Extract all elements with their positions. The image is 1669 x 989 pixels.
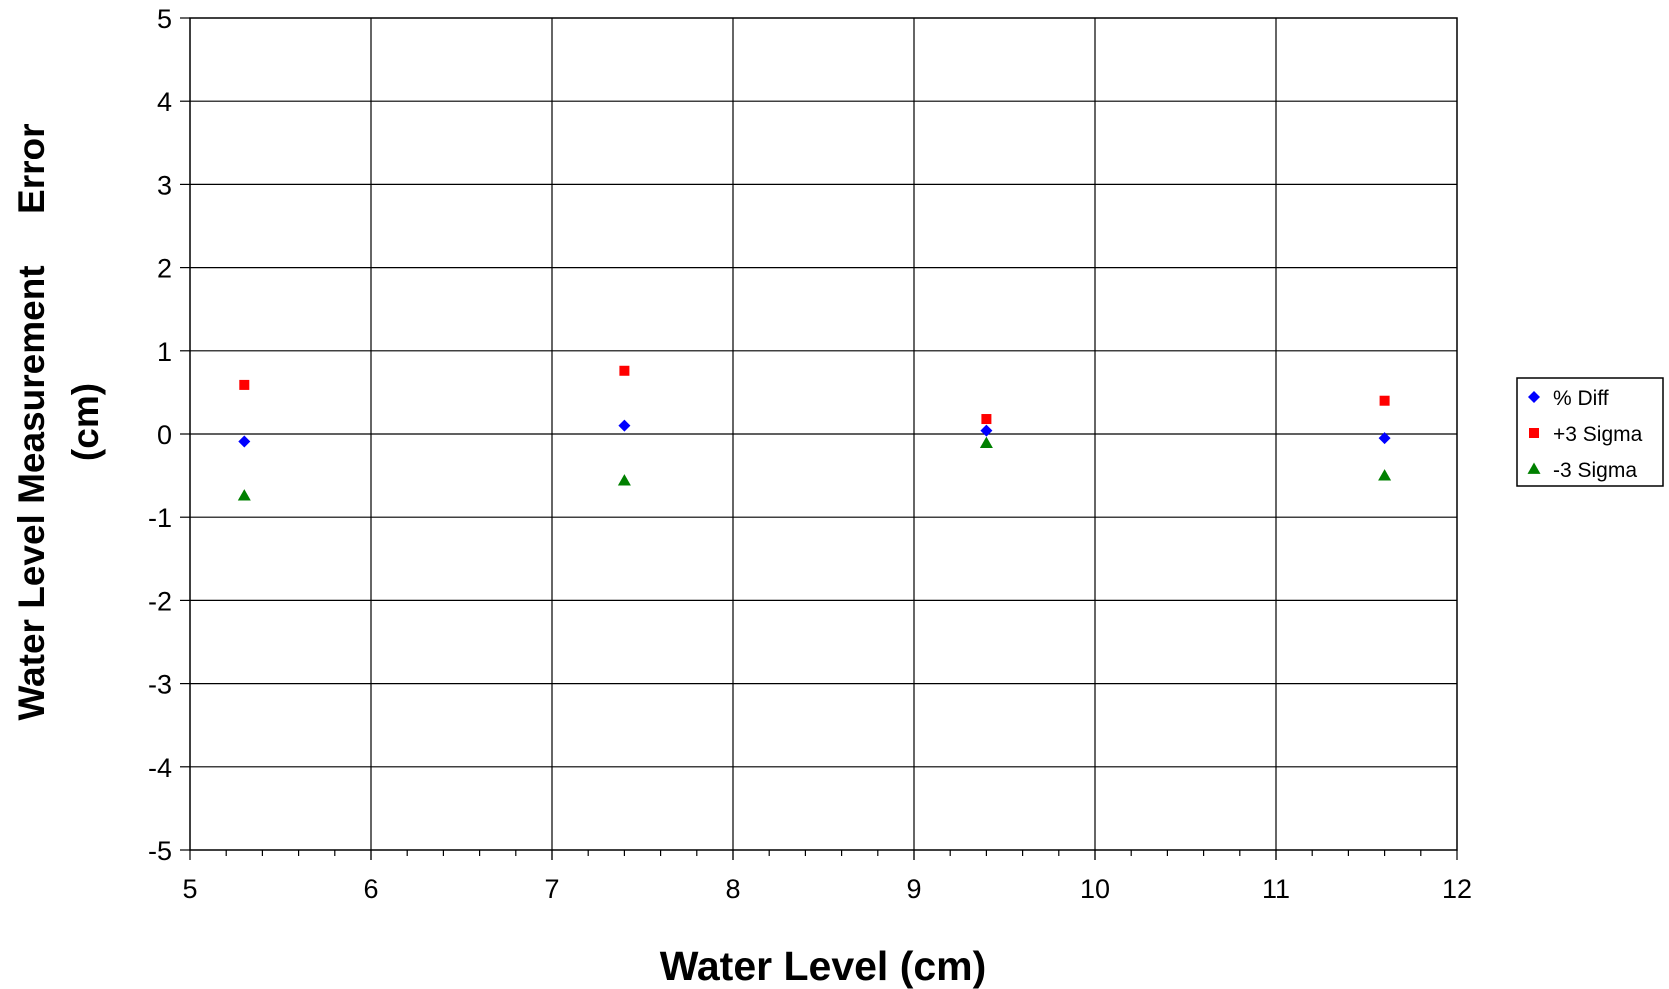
y-tick-label: 2 [157,254,172,284]
y-tick-label: 1 [157,337,172,367]
x-tick-label: 6 [363,874,378,904]
x-axis-title: Water Level (cm) [660,943,987,989]
data-point-triangle [1378,469,1392,481]
y-tick-label: 0 [157,420,172,450]
y-tick-label: 5 [157,4,172,34]
x-tick-label: 7 [544,874,559,904]
x-tick-label: 8 [725,874,740,904]
data-point-square [981,414,992,425]
legend: % Diff +3 Sigma -3 Sigma [1516,377,1664,487]
data-point-square [239,379,250,390]
data-point-diamond [618,419,631,432]
data-point-square [619,365,630,376]
data-point-diamond [1378,432,1391,445]
y-tick-labels: 5 4 3 2 1 0 -1 -2 -3 -4 -5 [148,4,172,866]
data-points [237,365,1392,501]
legend-label: -3 Sigma [1553,459,1637,482]
x-axis-ticks [180,17,1458,860]
data-point-triangle [617,474,631,486]
y-tick-label: -1 [148,503,172,533]
x-tick-label: 10 [1080,874,1110,904]
grid-lines [190,18,1457,850]
legend-box [1516,377,1664,487]
y-axis-title-line2: (cm) [65,383,106,461]
data-point-square [1379,395,1390,406]
data-point-triangle [979,436,993,449]
y-tick-label: -2 [148,586,172,616]
x-tick-labels: 5 6 7 8 9 10 11 12 [182,874,1472,904]
legend-marker-square [1529,428,1539,438]
data-point-triangle [237,489,251,501]
y-axis-title-line1: Water Level Measurement Error [11,123,52,720]
y-tick-label: -5 [148,836,172,866]
legend-label: % Diff [1553,387,1609,410]
legend-marker-diamond [1528,391,1540,403]
y-tick-label: -3 [148,670,172,700]
data-point-diamond [238,435,251,448]
x-tick-label: 9 [906,874,921,904]
y-tick-label: -4 [148,753,172,783]
x-tick-label: 12 [1442,874,1472,904]
y-tick-label: 4 [157,87,172,117]
data-point-diamond [980,424,993,437]
legend-marker-triangle [1527,462,1541,474]
y-tick-label: 3 [157,170,172,200]
x-tick-label: 11 [1262,874,1290,904]
legend-label: +3 Sigma [1553,423,1643,446]
x-tick-label: 5 [182,874,197,904]
